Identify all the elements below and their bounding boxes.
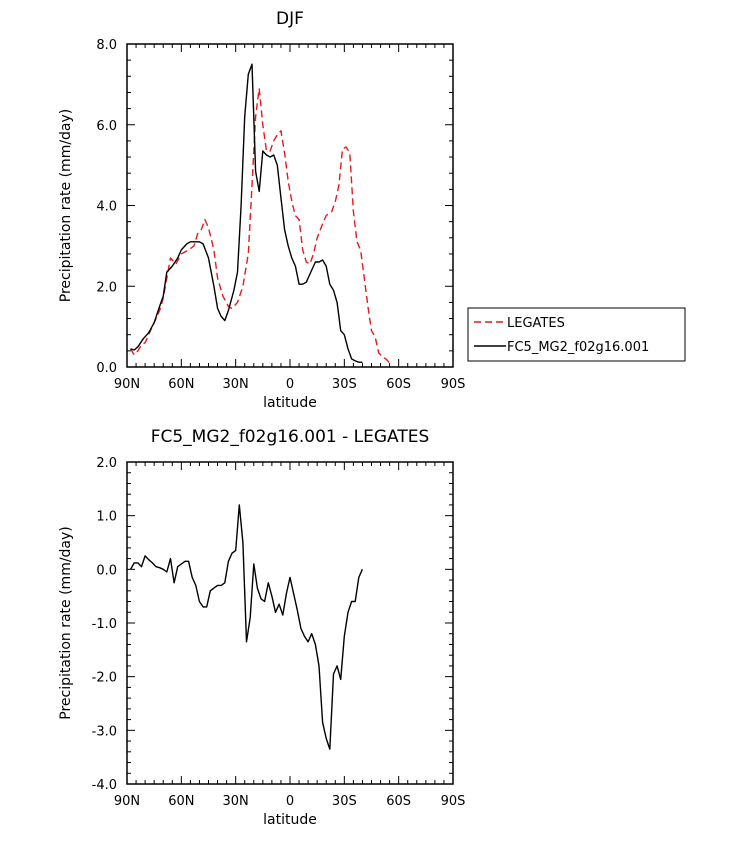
bottom-chart: FC5_MG2_f02g16.001 - LEGATES 90N 60N 30N 0 30…: [58, 427, 465, 828]
series-line-difference: [129, 504, 364, 750]
x-tick-label: 60S: [386, 794, 411, 809]
x-tick-label: 30N: [223, 794, 249, 809]
x-tick-label: 90N: [114, 377, 140, 392]
y-tick-label: 0.0: [96, 563, 117, 578]
x-tick-label: 60N: [168, 377, 194, 392]
y-axis-label: Precipitation rate (mm/day): [58, 526, 74, 720]
y-tick-label: 8.0: [96, 38, 117, 53]
top-chart: DJF 90N 60N 30N 0 30S 60S 90S 0.0 2.0 4.0 6.0 8.0 lat…: [58, 9, 465, 411]
y-axis-label: Precipitation rate (mm/day): [58, 109, 74, 303]
x-tick-label: 60S: [386, 377, 411, 392]
series-line-legates: [129, 87, 391, 364]
plot-frame: [126, 461, 454, 785]
x-tick-label: 90N: [114, 794, 140, 809]
legend-entry: FC5_MG2_f02g16.001: [507, 340, 649, 355]
y-tick-label: 6.0: [96, 119, 117, 134]
legend-box: [467, 307, 686, 362]
x-tick-label: 0: [286, 794, 294, 809]
x-tick-label: 30S: [332, 794, 357, 809]
y-tick-label: -1.0: [92, 617, 117, 632]
y-tick-label: -3.0: [92, 724, 117, 739]
y-tick-label: -4.0: [92, 778, 117, 793]
y-tick-label: 2.0: [96, 456, 117, 471]
x-tick-label: 90S: [441, 377, 466, 392]
chart-title: DJF: [276, 9, 304, 29]
legend-entry: LEGATES: [507, 316, 565, 331]
y-tick-label: 2.0: [96, 280, 117, 295]
y-tick-label: 4.0: [96, 200, 117, 215]
legend: LEGATES FC5_MG2_f02g16.001: [467, 307, 686, 362]
plot-frame: [126, 43, 454, 368]
series-line-fc5-mg2-f02g16-001: [130, 63, 363, 363]
x-tick-label: 0: [286, 377, 294, 392]
chart-title: FC5_MG2_f02g16.001 - LEGATES: [151, 427, 430, 447]
x-tick-label: 60N: [168, 794, 194, 809]
y-tick-label: 0.0: [96, 361, 117, 376]
x-axis-label: latitude: [263, 812, 317, 828]
y-tick-label: -2.0: [92, 671, 117, 686]
x-tick-label: 30S: [332, 377, 357, 392]
x-tick-label: 90S: [441, 794, 466, 809]
x-tick-label: 30N: [223, 377, 249, 392]
y-tick-label: 1.0: [96, 510, 117, 525]
x-axis-label: latitude: [263, 395, 317, 411]
